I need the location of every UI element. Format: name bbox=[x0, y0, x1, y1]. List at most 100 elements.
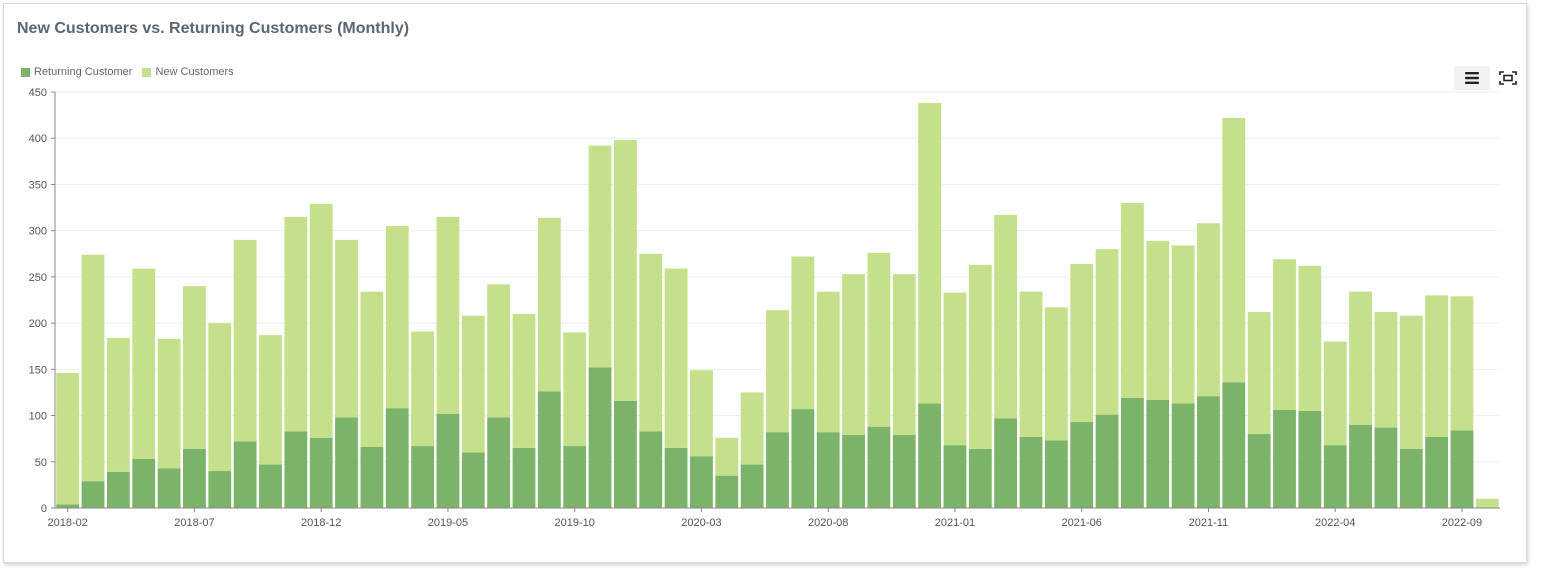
bar-new-2019-04 bbox=[411, 331, 434, 447]
bar-returning-2022-02 bbox=[1273, 410, 1296, 508]
x-tick-label: 2018-12 bbox=[301, 517, 341, 529]
legend-swatch-new bbox=[142, 67, 152, 77]
fullscreen-button[interactable] bbox=[1494, 66, 1522, 90]
bar-new-2022-03 bbox=[1298, 265, 1322, 411]
y-tick-label: 100 bbox=[29, 411, 47, 423]
bar-new-2020-04 bbox=[715, 437, 739, 476]
bar-returning-2019-02 bbox=[360, 446, 384, 508]
bar-new-2022-09 bbox=[1450, 296, 1474, 431]
y-tick-label: 400 bbox=[29, 133, 47, 145]
bar-new-2019-11 bbox=[588, 145, 612, 368]
bar-new-2022-10 bbox=[1475, 498, 1499, 508]
bar-returning-2022-08 bbox=[1425, 436, 1449, 508]
bar-returning-2018-04 bbox=[106, 471, 130, 508]
x-tick-label: 2020-03 bbox=[681, 517, 721, 529]
bar-new-2018-03 bbox=[81, 254, 105, 482]
x-tick-label: 2019-10 bbox=[555, 517, 595, 529]
bar-returning-2021-06 bbox=[1070, 422, 1094, 508]
bar-returning-2022-01 bbox=[1247, 434, 1271, 508]
bar-returning-2019-05 bbox=[436, 413, 460, 508]
bar-returning-2018-09 bbox=[233, 441, 257, 508]
bar-new-2021-05 bbox=[1044, 307, 1068, 441]
x-tick-label: 2018-02 bbox=[47, 517, 87, 529]
bar-new-2021-04 bbox=[1019, 291, 1043, 437]
bar-new-2020-09 bbox=[842, 274, 865, 435]
bar-new-2020-02 bbox=[664, 268, 688, 448]
bar-new-2019-07 bbox=[487, 284, 511, 418]
bar-new-2021-08 bbox=[1121, 202, 1144, 398]
bar-returning-2022-04 bbox=[1323, 445, 1347, 508]
bar-returning-2021-10 bbox=[1171, 403, 1195, 508]
bar-new-2021-10 bbox=[1171, 245, 1195, 404]
bar-returning-2018-07 bbox=[183, 448, 206, 508]
x-tick-label: 2020-08 bbox=[808, 517, 848, 529]
bar-returning-2018-03 bbox=[81, 481, 105, 508]
bar-new-2021-09 bbox=[1146, 240, 1170, 400]
bar-returning-2021-05 bbox=[1044, 440, 1068, 508]
bar-returning-2019-08 bbox=[512, 447, 536, 508]
x-tick-label: 2019-05 bbox=[428, 517, 468, 529]
bar-new-2022-05 bbox=[1349, 291, 1372, 425]
bar-new-2019-12 bbox=[613, 140, 637, 401]
chart-title: New Customers vs. Returning Customers (M… bbox=[17, 20, 410, 37]
y-tick-label: 50 bbox=[35, 457, 47, 469]
legend-item-returning[interactable]: Returning Customer bbox=[21, 66, 132, 78]
bar-returning-2019-09 bbox=[537, 391, 561, 508]
bar-new-2019-06 bbox=[461, 315, 485, 453]
bar-returning-2020-04 bbox=[715, 475, 739, 508]
bar-returning-2018-05 bbox=[132, 459, 156, 508]
legend-label-returning: Returning Customer bbox=[34, 66, 133, 78]
legend-item-new[interactable]: New Customers bbox=[142, 66, 234, 78]
bar-new-2020-08 bbox=[816, 291, 840, 433]
bar-returning-2020-05 bbox=[740, 464, 764, 508]
bar-new-2020-05 bbox=[740, 392, 764, 465]
bar-returning-2021-12 bbox=[1222, 382, 1246, 508]
y-tick-label: 200 bbox=[29, 318, 47, 330]
bar-returning-2020-12 bbox=[918, 403, 942, 508]
y-tick-label: 350 bbox=[29, 179, 47, 191]
bar-new-2021-11 bbox=[1197, 223, 1220, 397]
bar-returning-2020-10 bbox=[867, 426, 891, 508]
bar-returning-2019-12 bbox=[613, 400, 637, 508]
bar-returning-2018-08 bbox=[208, 471, 232, 508]
bar-new-2021-03 bbox=[994, 214, 1018, 419]
x-tick-label: 2018-07 bbox=[174, 517, 214, 529]
bar-new-2018-12 bbox=[309, 203, 333, 438]
bar-returning-2021-09 bbox=[1146, 399, 1170, 508]
bar-new-2019-08 bbox=[512, 313, 536, 448]
bar-new-2018-04 bbox=[106, 337, 130, 472]
bar-returning-2020-11 bbox=[892, 434, 916, 508]
bar-returning-2019-07 bbox=[487, 417, 511, 508]
menu-button[interactable] bbox=[1454, 66, 1490, 90]
bar-new-2019-09 bbox=[537, 217, 561, 392]
bar-returning-2022-05 bbox=[1349, 424, 1372, 508]
bar-returning-2018-11 bbox=[284, 431, 308, 508]
bar-new-2020-06 bbox=[766, 310, 789, 433]
bar-new-2021-07 bbox=[1095, 249, 1119, 415]
bar-returning-2021-07 bbox=[1095, 414, 1119, 508]
bar-returning-2022-03 bbox=[1298, 410, 1322, 508]
x-tick-label: 2021-11 bbox=[1189, 517, 1229, 529]
y-tick-label: 150 bbox=[29, 364, 47, 376]
bar-returning-2021-11 bbox=[1197, 396, 1220, 508]
bar-new-2020-11 bbox=[892, 274, 916, 435]
bar-returning-2022-07 bbox=[1399, 448, 1423, 508]
bar-returning-2019-01 bbox=[335, 417, 358, 508]
y-tick-label: 300 bbox=[29, 226, 47, 238]
y-tick-label: 450 bbox=[29, 87, 47, 99]
bar-new-2021-06 bbox=[1070, 263, 1094, 423]
bar-new-2022-04 bbox=[1323, 341, 1347, 446]
x-tick-label: 2021-06 bbox=[1062, 517, 1102, 529]
bar-returning-2021-03 bbox=[994, 418, 1018, 508]
bar-new-2018-06 bbox=[157, 338, 181, 469]
bar-new-2020-03 bbox=[690, 370, 713, 457]
bar-returning-2022-06 bbox=[1374, 427, 1398, 508]
bar-returning-2019-11 bbox=[588, 367, 612, 508]
bar-new-2020-10 bbox=[867, 252, 891, 427]
legend: Returning Customer New Customers bbox=[21, 66, 234, 78]
x-tick-label: 2021-01 bbox=[935, 517, 975, 529]
bar-returning-2018-10 bbox=[259, 464, 282, 508]
bar-new-2018-07 bbox=[183, 286, 206, 449]
bar-new-2018-05 bbox=[132, 268, 156, 460]
bar-new-2018-11 bbox=[284, 216, 308, 432]
